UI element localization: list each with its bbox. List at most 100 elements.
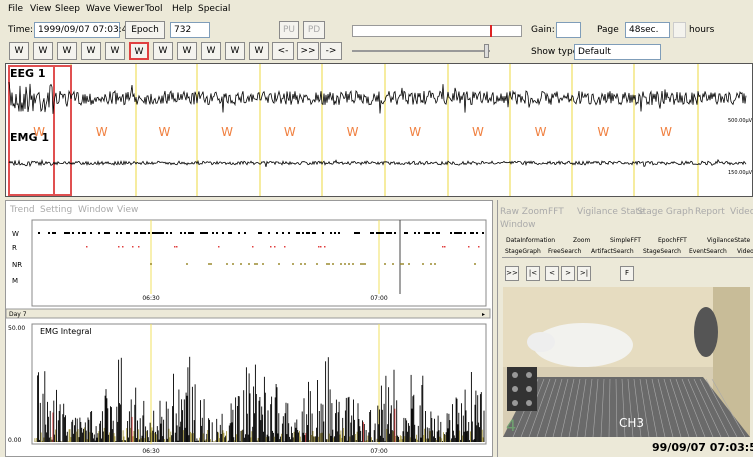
page-dropdown[interactable]: 48sec. <box>625 22 670 38</box>
hours-field <box>673 22 686 38</box>
pu-button[interactable]: PU <box>279 21 299 39</box>
grid-bar <box>663 378 682 437</box>
slider-thumb[interactable] <box>484 44 489 58</box>
grid-bar <box>544 378 563 437</box>
time-label: 07:00 <box>370 448 387 455</box>
rem-dot <box>122 246 124 248</box>
menu-item[interactable]: Special <box>198 4 231 14</box>
video-menu-item[interactable]: Report <box>695 207 725 217</box>
stage-button[interactable]: W <box>225 42 245 60</box>
slider-track <box>352 50 490 52</box>
video-frame: 4 CH3 <box>503 287 750 437</box>
rem-dot <box>252 246 254 248</box>
tab[interactable]: SimpleFFT <box>610 237 641 244</box>
rem-dot <box>324 246 326 248</box>
video-timestamp: 99/09/07 07:03:50 <box>652 441 753 454</box>
pd-button[interactable]: PD <box>303 21 325 39</box>
video-button[interactable]: >| <box>577 266 591 281</box>
rem-dot <box>442 246 444 248</box>
video-menu-item[interactable]: Stage Graph <box>637 207 694 217</box>
epoch-stage: W <box>284 125 296 139</box>
grid-bar <box>711 378 746 437</box>
stage-button[interactable]: W <box>201 42 221 60</box>
grid-bar <box>576 378 587 437</box>
menu-item[interactable]: Tool <box>145 4 163 14</box>
grid-bar <box>699 378 730 437</box>
nav-button[interactable]: -> <box>320 42 342 60</box>
menu-item[interactable]: Help <box>172 4 193 14</box>
trend-menu-item[interactable]: Setting <box>40 205 73 215</box>
stage-button[interactable]: W <box>9 42 29 60</box>
grid-bar <box>552 378 569 437</box>
video-menu-item[interactable]: Raw Zoom <box>500 207 548 217</box>
wave-viewer: EEG 1 EMG 1 500.00µV 150.00µV W W W W W W W W W W W <box>5 63 753 197</box>
epoch-stage: W <box>660 125 672 139</box>
video-button[interactable]: > <box>561 266 575 281</box>
epoch-stage: W <box>347 125 359 139</box>
show-type-label: Show type: <box>531 47 582 57</box>
tab[interactable]: DataInformation <box>506 237 556 244</box>
stage-button[interactable]: W <box>177 42 197 60</box>
video-menu-item[interactable]: FFT <box>548 207 564 217</box>
channel-scale: 500.00µV <box>728 118 753 124</box>
video-button[interactable]: |< <box>526 266 540 281</box>
progress-box <box>352 25 522 37</box>
rem-dot <box>118 246 120 248</box>
feeder-hole <box>526 372 532 378</box>
show-type-dropdown[interactable]: Default <box>574 44 661 60</box>
trend-menu-item[interactable]: Window <box>78 205 114 215</box>
tab[interactable]: Zoom <box>573 237 591 244</box>
rem-dot <box>320 246 322 248</box>
tab[interactable]: ArtifactSearch <box>591 248 634 255</box>
grid-bar <box>560 378 575 437</box>
stage-button[interactable]: W <box>81 42 101 60</box>
gain-dropdown[interactable] <box>556 22 581 38</box>
hypnogram-area <box>31 219 487 307</box>
trend-menu-item[interactable]: View <box>117 205 139 215</box>
grid-bar <box>627 378 634 437</box>
emg-integral: 50.00 EMG Integral 0.00 06:30 07:00 <box>8 323 487 455</box>
menu-item[interactable]: Sleep <box>55 4 81 14</box>
grid-bar <box>639 378 650 437</box>
tab[interactable]: StageGraph <box>505 248 541 255</box>
menu-item[interactable]: Wave Viewer <box>86 4 145 14</box>
nav-button[interactable]: <- <box>272 42 294 60</box>
grid-bar <box>528 378 551 437</box>
tab[interactable]: VigilanceState <box>707 237 751 244</box>
stage-button[interactable]: W <box>249 42 269 60</box>
tab[interactable]: StageSearch <box>643 248 681 255</box>
video-menu-item[interactable]: Window <box>500 220 536 230</box>
epoch-button[interactable]: Epoch <box>125 21 165 39</box>
menu-item[interactable]: View <box>30 4 52 14</box>
feeder <box>507 367 537 411</box>
video-button[interactable]: >> <box>505 266 519 281</box>
grid-bar <box>584 378 593 437</box>
video-button[interactable]: < <box>545 266 559 281</box>
nav-button[interactable]: >> <box>297 42 319 60</box>
stage-button[interactable]: W <box>33 42 53 60</box>
stage-button[interactable]: W <box>153 42 173 60</box>
video-menu-item[interactable]: Vigilance State <box>577 207 645 217</box>
grid-bar <box>645 378 658 437</box>
menu-item[interactable]: File <box>8 4 24 14</box>
video-button[interactable]: F <box>620 266 634 281</box>
emg-title: EMG Integral <box>40 327 92 336</box>
rat-head <box>527 332 555 352</box>
tab[interactable]: FreeSearch <box>548 248 582 255</box>
page-label: Page <box>597 25 619 35</box>
video-menu-item[interactable]: Video <box>730 207 753 217</box>
tab[interactable]: EpochFFT <box>658 237 687 244</box>
tab[interactable]: EventSearch <box>689 248 727 255</box>
grid-bar <box>600 378 605 437</box>
stage-button[interactable]: W <box>105 42 125 60</box>
channel-scale: 150.00µV <box>728 170 753 176</box>
stage-button[interactable]: W <box>57 42 77 60</box>
rem-dot <box>444 246 446 248</box>
trend-menu-item[interactable]: Trend <box>10 205 35 215</box>
tab[interactable]: Video <box>737 248 753 255</box>
scrollbar <box>6 308 491 319</box>
epoch-stage: W <box>96 125 108 139</box>
time-label: Time: <box>8 25 34 35</box>
grid-bar <box>651 378 666 437</box>
stage-button[interactable]: W <box>129 42 149 60</box>
